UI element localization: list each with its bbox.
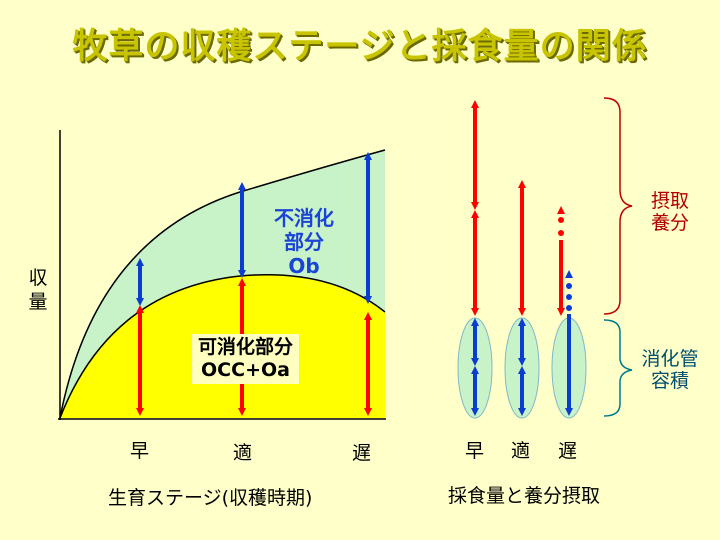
right-x-tick-late: 遅 [558,440,578,462]
intake-arrowhead-late-top [557,206,565,214]
left-x-axis-label: 生育ステージ(収穫時期) [108,487,313,509]
total-yield-curve [59,149,386,419]
capacity-dot-late [566,305,572,311]
digestible-label: 可消化部分 OCC+Oa [192,334,300,384]
right-x-tick-early: 早 [465,440,485,462]
intake-dot-late [558,217,564,223]
indigestible-label: 不消化 部分 Ob [274,206,334,278]
intake-brace [603,97,633,315]
x-tick-late: 遅 [352,442,372,464]
x-tick-early: 早 [130,440,150,462]
capacity-dot-late [566,294,572,300]
capacity-brace [603,319,633,417]
slide-title: 牧草の収穫ステージと採食量の関係 [72,27,648,67]
capacity-label: 消化管 容積 [641,348,699,392]
intake-label: 摂取 養分 [650,190,689,234]
right-x-tick-optimal: 適 [511,440,531,462]
right-x-axis-label: 採食量と養分摂取 [448,485,601,507]
capacity-dot-late [566,283,572,289]
y-axis-label: 収 量 [28,267,48,313]
x-tick-optimal: 適 [233,442,253,464]
digestible-yield-curve [59,274,386,419]
capacity-arrowhead-late-top [565,270,573,278]
intake-dot-late [558,230,564,236]
